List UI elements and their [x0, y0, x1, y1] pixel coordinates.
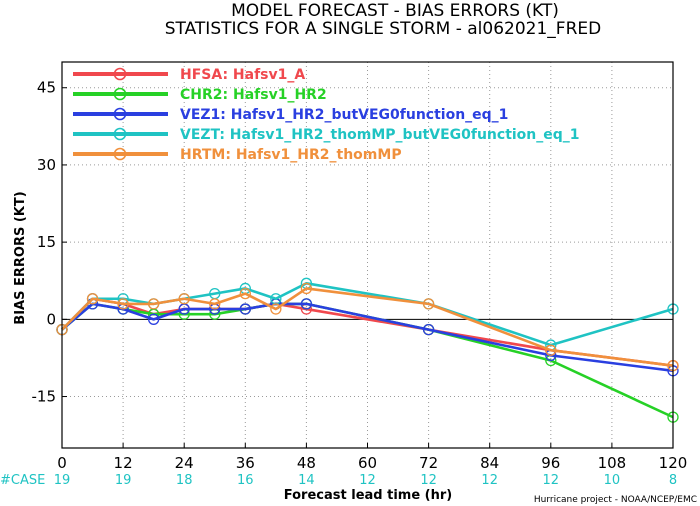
plot-frame: [61, 61, 674, 449]
legend-label: HRTM: Hafsv1_HR2_thomMP: [180, 147, 402, 163]
chart-subtitle: STATISTICS FOR A SINGLE STORM - al062021…: [165, 19, 601, 39]
x-tick-label: 12: [114, 454, 133, 472]
legend-swatch-marker: [113, 87, 127, 101]
series-point: [209, 298, 221, 310]
x-tick-label: 48: [297, 454, 316, 472]
grid: [61, 62, 674, 448]
case-count: 19: [115, 473, 132, 488]
case-label: #CASE: [0, 473, 45, 488]
series-point: [117, 298, 129, 310]
y-tick-label: 45: [37, 79, 56, 97]
series-lines: [56, 277, 679, 423]
series-point: [300, 282, 313, 295]
legend-label: HFSA: Hafsv1_A: [180, 67, 305, 83]
series-point: [147, 298, 160, 310]
legend: HFSA: Hafsv1_A CHR2: Hafsv1_HR2 VEZ1: Hafs…: [73, 67, 580, 163]
x-tick-label: 108: [598, 454, 627, 472]
legend-swatch-marker: [113, 147, 127, 161]
legend-swatch-marker: [113, 127, 127, 141]
x-tick-label: 36: [236, 454, 255, 472]
case-count: 8: [669, 473, 677, 488]
case-count: 18: [176, 473, 193, 488]
series-point: [178, 293, 190, 305]
series-point: [239, 287, 251, 300]
legend-entry-4: HRTM: Hafsv1_HR2_thomMP: [73, 147, 402, 163]
legend-label: CHR2: Hafsv1_HR2: [180, 87, 327, 103]
legend-label: VEZ1: Hafsv1_HR2_butVEG0function_eq_1: [180, 107, 508, 123]
series-point: [422, 298, 435, 310]
legend-swatch-marker: [113, 107, 127, 121]
x-tick-label: 0: [57, 454, 67, 472]
credit-text: Hurricane project - NOAA/NCEP/EMC: [534, 495, 697, 505]
chart-title: MODEL FORECAST - BIAS ERRORS (KT): [231, 1, 559, 21]
legend-entry-1: CHR2: Hafsv1_HR2: [73, 87, 327, 103]
legend-label: VEZT: Hafsv1_HR2_thomMP_butVEG0function_…: [180, 127, 580, 143]
x-tick-label: 96: [541, 454, 560, 472]
case-count: 12: [359, 473, 376, 488]
tick-labels: 0 12 24 36 48 60 72 84 96 108 120 -15 0 15 30 45: [32, 79, 688, 472]
case-counts: 19 19 18 16 14 12 12 12 12 10 8: [54, 473, 677, 488]
series-point: [86, 293, 99, 305]
y-tick-label: 15: [37, 233, 56, 251]
series-point: [270, 303, 282, 315]
case-count: 19: [54, 473, 71, 488]
x-axis-label: Forecast lead time (hr): [284, 488, 452, 503]
x-tick-label: 72: [419, 454, 438, 472]
y-tick-label: 0: [46, 310, 56, 328]
y-tick-label: -15: [32, 388, 57, 406]
series-point: [545, 344, 557, 356]
x-tick-label: 24: [175, 454, 194, 472]
x-tick-label: 84: [480, 454, 499, 472]
case-count: 12: [481, 473, 498, 488]
case-count: 12: [543, 473, 560, 488]
case-count: 10: [604, 473, 621, 488]
case-count: 14: [298, 473, 315, 488]
series-point: [300, 298, 313, 310]
x-tick-label: 120: [659, 454, 688, 472]
case-count: 16: [237, 473, 254, 488]
legend-swatch-marker: [113, 67, 127, 81]
series-point: [239, 303, 251, 315]
series-4: [56, 282, 679, 372]
y-axis-label: BIAS ERRORS (KT): [13, 191, 28, 324]
legend-entry-2: VEZ1: Hafsv1_HR2_butVEG0function_eq_1: [73, 107, 508, 123]
series-point: [422, 323, 435, 336]
x-tick-label: 60: [358, 454, 377, 472]
y-tick-label: 30: [37, 156, 56, 174]
legend-entry-0: HFSA: Hafsv1_A: [73, 67, 305, 83]
legend-entry-3: VEZT: Hafsv1_HR2_thomMP_butVEG0function_…: [73, 127, 580, 143]
case-count: 12: [420, 473, 437, 488]
series-point: [147, 313, 160, 325]
